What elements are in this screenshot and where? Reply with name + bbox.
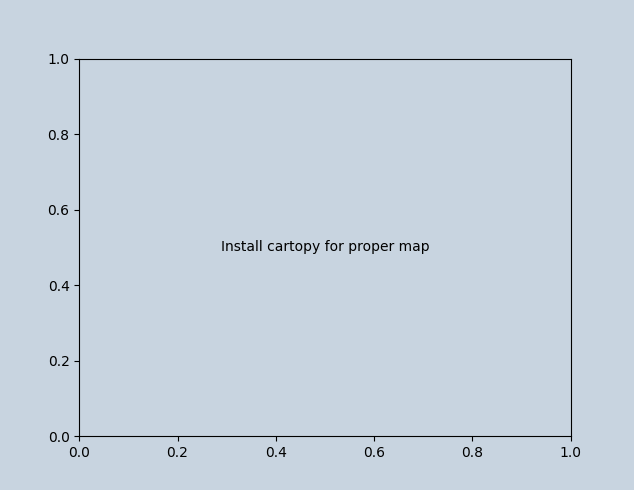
Text: Install cartopy for proper map: Install cartopy for proper map [221,241,429,254]
